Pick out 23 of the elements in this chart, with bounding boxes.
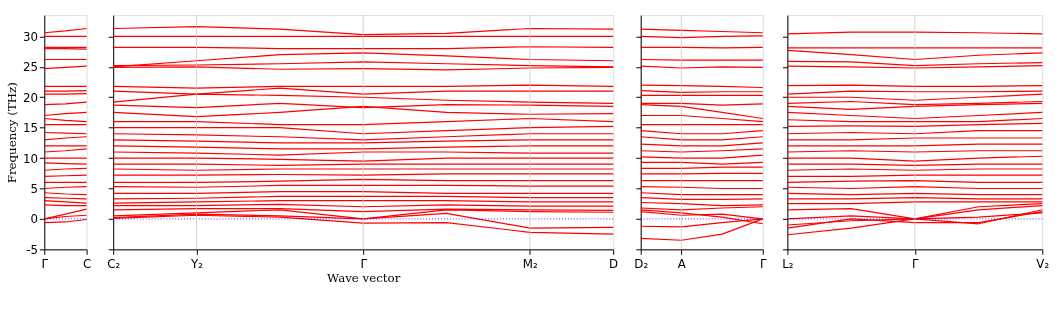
x-tick-label: Y₂ [190,256,203,271]
y-tick-label: 15 [22,121,38,136]
x-tick-label: D [609,256,619,271]
y-tick-label: -5 [26,242,38,257]
y-tick-label: 20 [22,90,38,105]
x-tick-label: M₂ [522,256,538,271]
x-tick-label: L₂ [782,256,794,271]
x-tick-label: D₂ [634,256,649,271]
x-tick-label: Γ [360,256,368,271]
x-tick-label: Γ [912,256,920,271]
x-tick-label: V₂ [1036,256,1050,271]
y-tick-label: 0 [30,212,38,227]
x-axis-title: Wave vector [327,271,401,286]
y-tick-label: 25 [22,60,38,75]
y-tick-label: 30 [22,29,38,44]
x-tick-label: C [82,256,92,271]
x-tick-label: A [677,256,686,271]
x-tick-label: Γ [759,256,767,271]
y-tick-label: 10 [22,151,38,166]
y-tick-label: 5 [30,181,38,196]
x-tick-label: Γ [41,256,49,271]
x-tick-label: C₂ [107,256,121,271]
y-axis-title: Frequency (THz) [4,82,19,184]
